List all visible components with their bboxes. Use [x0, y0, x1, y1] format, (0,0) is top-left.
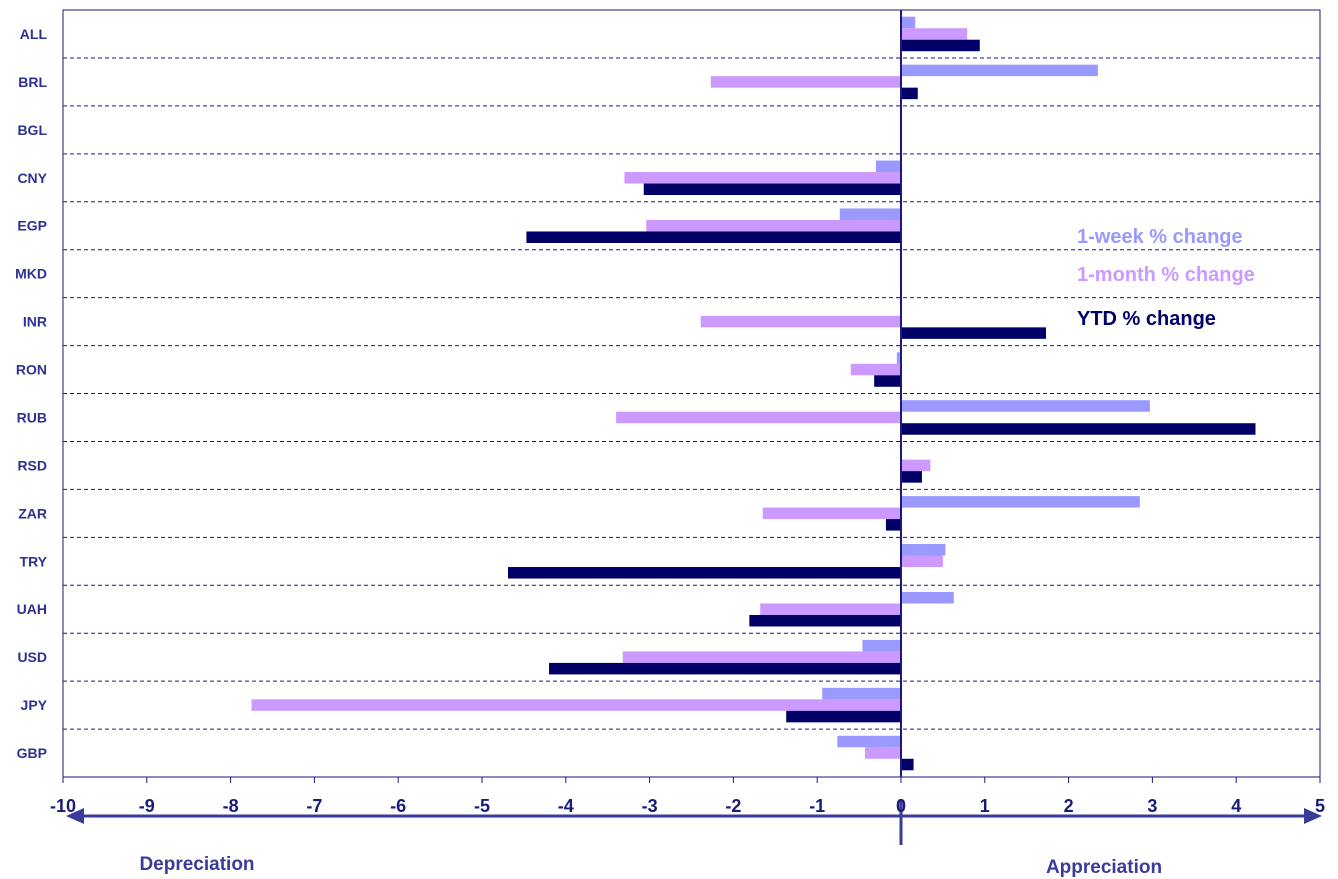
- bar-jpy-series-3: [786, 710, 901, 723]
- bar-usd-series-1: [862, 639, 901, 652]
- x-tick-label: -8: [223, 796, 239, 816]
- bar-zar-series-3: [885, 519, 901, 531]
- right-arrowhead-icon: [1304, 808, 1322, 824]
- category-labels: ALL BRL BGL CNY EGP MKD INR RON RUB RSD ZAR TRY UAH U…: [15, 26, 48, 761]
- left-arrowhead-icon: [66, 808, 84, 824]
- bar-zar-series-2: [762, 507, 901, 520]
- bars-layer: [251, 16, 1256, 771]
- category-label: ZAR: [18, 505, 47, 521]
- grid-layer: [63, 57, 1320, 730]
- category-label: BGL: [17, 122, 47, 138]
- bar-rsd-series-2: [901, 459, 931, 472]
- bar-brl-series-1: [901, 64, 1098, 77]
- bar-egp-series-1: [839, 208, 901, 220]
- plot-frame: [62, 9, 1321, 778]
- bar-inr-series-3: [901, 327, 1046, 339]
- bar-inr-series-2: [700, 315, 901, 328]
- category-label: INR: [23, 314, 47, 330]
- category-label: TRY: [20, 553, 48, 569]
- bar-egp-series-3: [526, 231, 901, 243]
- bar-rub-series-1: [901, 400, 1150, 412]
- category-label: USD: [17, 649, 47, 665]
- bar-all-series-3: [901, 39, 980, 52]
- category-label: GBP: [17, 745, 47, 761]
- x-tick-label: -9: [139, 796, 155, 816]
- x-tick-label: 0: [896, 796, 906, 816]
- bar-egp-series-2: [646, 219, 901, 232]
- bar-usd-series-3: [549, 662, 901, 675]
- legend: 1-week % change 1-month % change YTD % cha…: [1077, 226, 1255, 330]
- category-label: MKD: [15, 266, 47, 282]
- x-tick-label: 1: [980, 796, 990, 816]
- category-label: EGP: [17, 218, 47, 234]
- bar-gbp-series-1: [837, 735, 901, 748]
- category-label: RUB: [17, 409, 47, 425]
- category-label: RON: [16, 362, 47, 378]
- bar-try-series-1: [901, 544, 946, 556]
- legend-item-3: YTD % change: [1077, 308, 1216, 330]
- x-tick-labels: -10 -9 -8 -7 -6 -5 -4 -3 -2 -1 0 1 2 3 4 5: [50, 796, 1325, 816]
- bar-ron-series-2: [850, 363, 901, 376]
- x-tick-label: -10: [50, 796, 76, 816]
- category-label: RSD: [17, 457, 47, 473]
- bar-rub-series-3: [901, 423, 1256, 435]
- bar-uah-series-1: [901, 591, 954, 604]
- bar-cny-series-1: [875, 160, 901, 173]
- depreciation-label: Depreciation: [139, 854, 254, 875]
- category-label: CNY: [17, 170, 47, 186]
- axes-layer: [62, 9, 1322, 845]
- category-label: ALL: [20, 26, 48, 42]
- legend-item-2: 1-month % change: [1077, 264, 1255, 286]
- x-tick-label: 2: [1064, 796, 1074, 816]
- bar-gbp-series-2: [864, 747, 901, 759]
- bar-gbp-series-3: [901, 758, 914, 771]
- x-tick-label: -2: [725, 796, 741, 816]
- category-label: UAH: [17, 601, 47, 617]
- bar-all-series-2: [901, 28, 968, 40]
- x-tick-label: -3: [642, 796, 658, 816]
- direction-annotations: Depreciation Appreciation: [139, 854, 1162, 878]
- bar-try-series-2: [901, 555, 943, 568]
- bar-rsd-series-3: [901, 471, 922, 483]
- bar-ron-series-3: [874, 375, 901, 387]
- bar-brl-series-2: [710, 76, 901, 88]
- bar-rub-series-2: [616, 411, 901, 424]
- legend-item-1: 1-week % change: [1077, 226, 1243, 248]
- bar-ron-series-1: [896, 352, 901, 364]
- bar-try-series-3: [507, 567, 901, 579]
- bar-uah-series-2: [760, 603, 901, 615]
- bar-uah-series-3: [749, 614, 901, 627]
- bar-jpy-series-1: [822, 687, 901, 700]
- bar-all-series-1: [901, 16, 916, 29]
- bar-zar-series-1: [901, 496, 1140, 508]
- x-tick-label: -1: [809, 796, 825, 816]
- x-tick-label: 5: [1315, 796, 1325, 816]
- bar-jpy-series-2: [251, 699, 902, 711]
- bar-brl-series-3: [901, 87, 918, 100]
- bar-usd-series-2: [622, 651, 901, 663]
- x-tick-label: -4: [558, 796, 574, 816]
- category-label: BRL: [18, 74, 47, 90]
- bar-cny-series-2: [624, 172, 901, 184]
- x-tick-label: 3: [1147, 796, 1157, 816]
- x-tick-label: -6: [390, 796, 406, 816]
- x-tick-label: -5: [474, 796, 490, 816]
- appreciation-label: Appreciation: [1046, 857, 1162, 878]
- x-tick-label: 4: [1231, 796, 1241, 816]
- category-label: JPY: [21, 697, 48, 713]
- x-tick-label: -7: [306, 796, 322, 816]
- bar-cny-series-3: [643, 183, 901, 196]
